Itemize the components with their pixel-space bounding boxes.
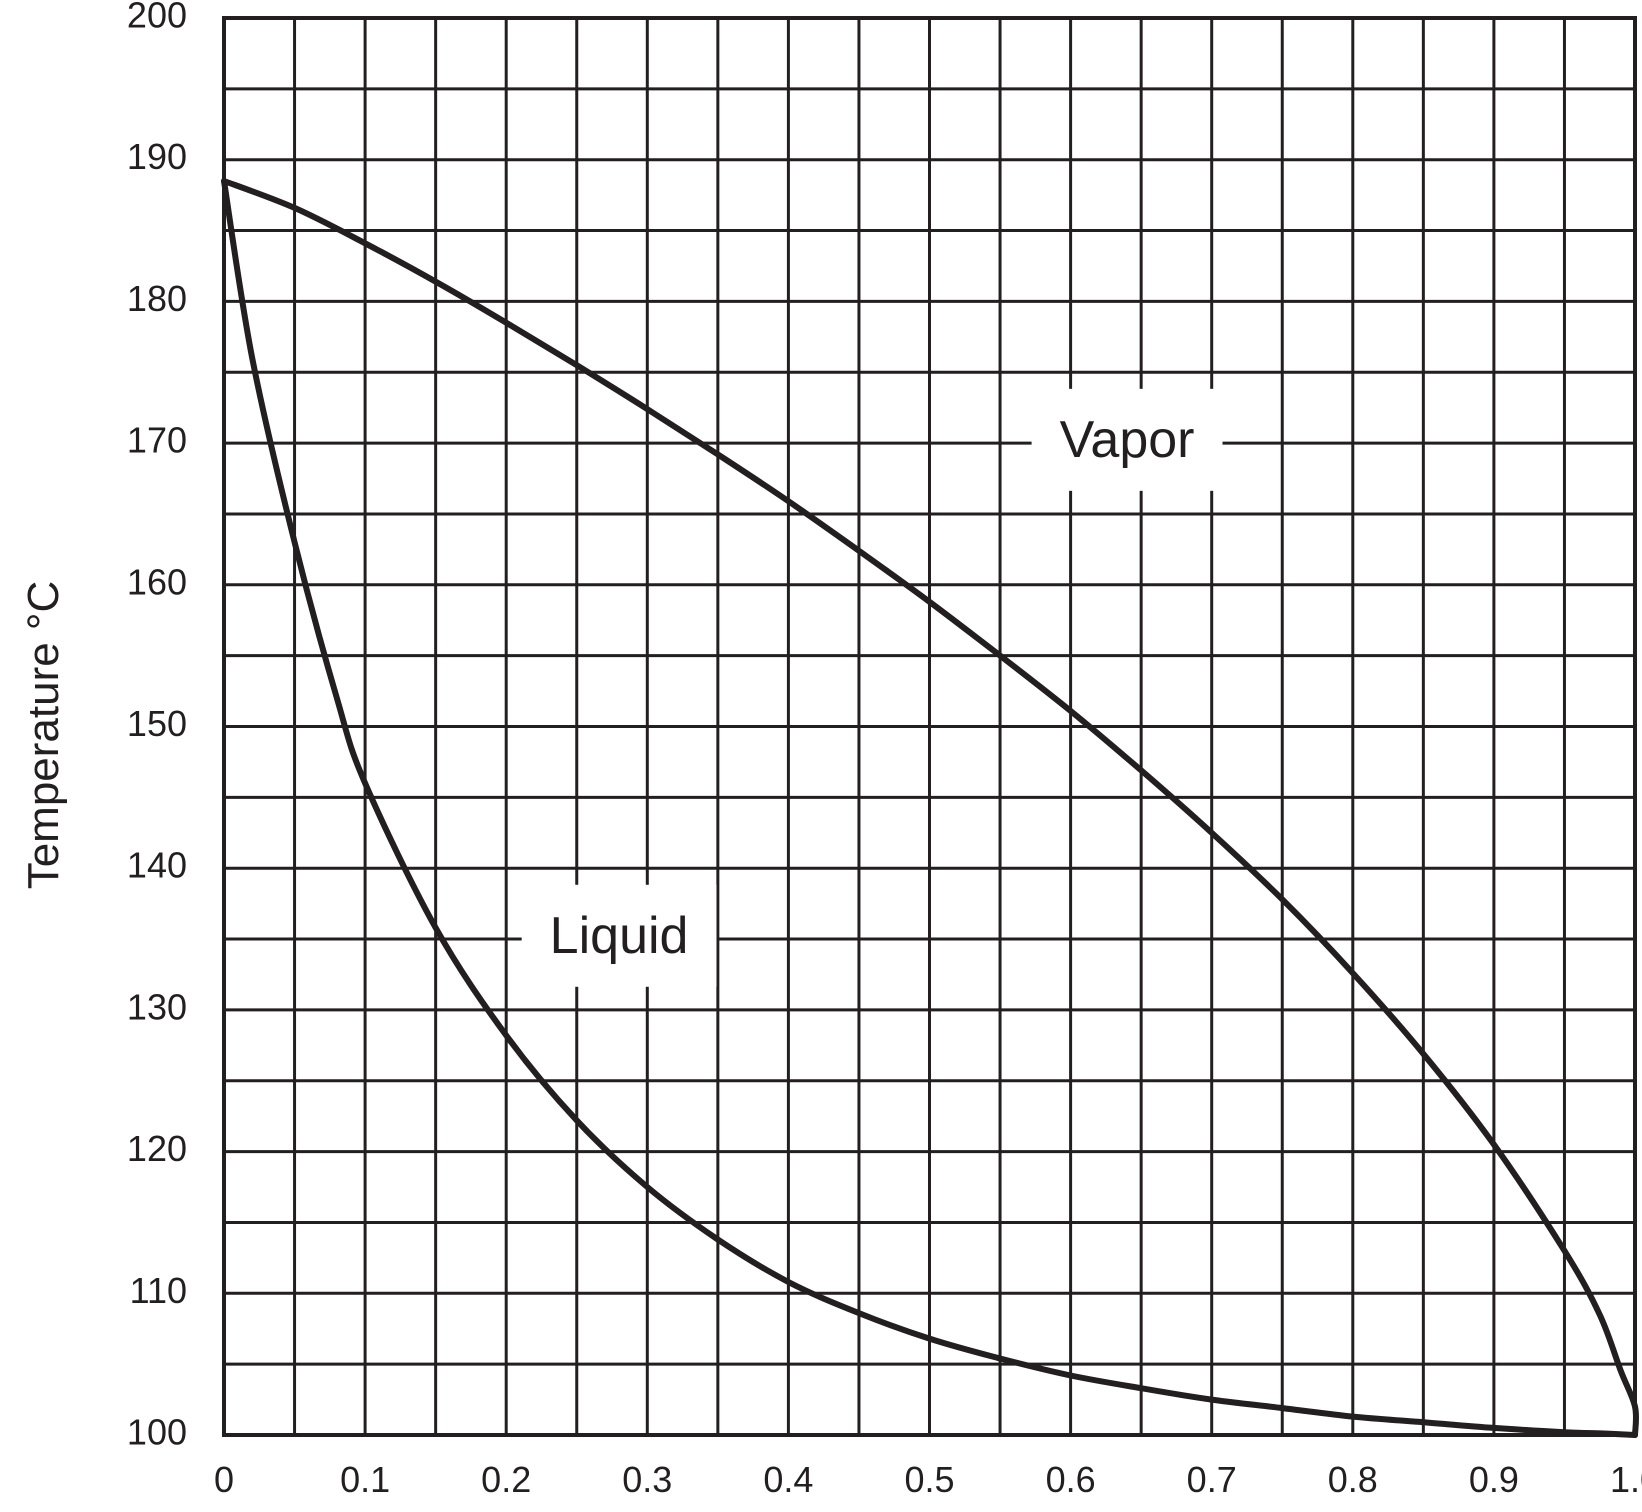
- y-axis-ticks: 100 110 120 130 140 150 160 170 180 190 200: [127, 0, 187, 1453]
- y-tick-label: 190: [127, 136, 187, 177]
- y-tick-label: 120: [127, 1128, 187, 1169]
- x-tick-label: 0.5: [904, 1459, 954, 1500]
- x-tick-label: 0.1: [340, 1459, 390, 1500]
- y-tick-label: 150: [127, 703, 187, 744]
- region-labels: Vapor Liquid: [521, 388, 1223, 987]
- vapor-curve: [221, 178, 1640, 1438]
- region-label: Liquid: [550, 907, 689, 965]
- y-tick-label: 130: [127, 986, 187, 1027]
- plot-border: [222, 16, 1637, 1437]
- x-axis-ticks: 0 0.1 0.2 0.3 0.4 0.5 0.6 0.7 0.8 0.9 1.0: [214, 1459, 1642, 1500]
- y-tick-label: 160: [127, 561, 187, 602]
- liquid-curve: [221, 178, 1638, 1438]
- y-tick-label: 180: [127, 278, 187, 319]
- region-label-background: [521, 884, 717, 987]
- x-tick-label: 0.9: [1469, 1459, 1519, 1500]
- y-axis-label: Temperature °C: [19, 581, 68, 890]
- x-tick-label: 0.4: [763, 1459, 813, 1500]
- x-tick-label: 0.3: [622, 1459, 672, 1500]
- plot-frame: [222, 16, 1637, 1437]
- x-tick-label: 0.6: [1046, 1459, 1096, 1500]
- y-tick-label: 140: [127, 845, 187, 886]
- y-tick-label: 110: [130, 1270, 187, 1311]
- y-tick-label: 170: [127, 420, 187, 461]
- region-label: Vapor: [1060, 411, 1195, 469]
- x-tick-label: 0.7: [1187, 1459, 1237, 1500]
- x-tick-label: 0: [214, 1459, 234, 1500]
- x-tick-label: 0.2: [481, 1459, 531, 1500]
- y-tick-label: 100: [127, 1412, 187, 1453]
- y-tick-label: 200: [127, 0, 187, 36]
- x-tick-label: 0.8: [1328, 1459, 1378, 1500]
- curves: [221, 178, 1640, 1438]
- x-tick-label: 1.0: [1610, 1459, 1642, 1500]
- grid: [222, 16, 1637, 1437]
- region-label-background: [1031, 388, 1223, 491]
